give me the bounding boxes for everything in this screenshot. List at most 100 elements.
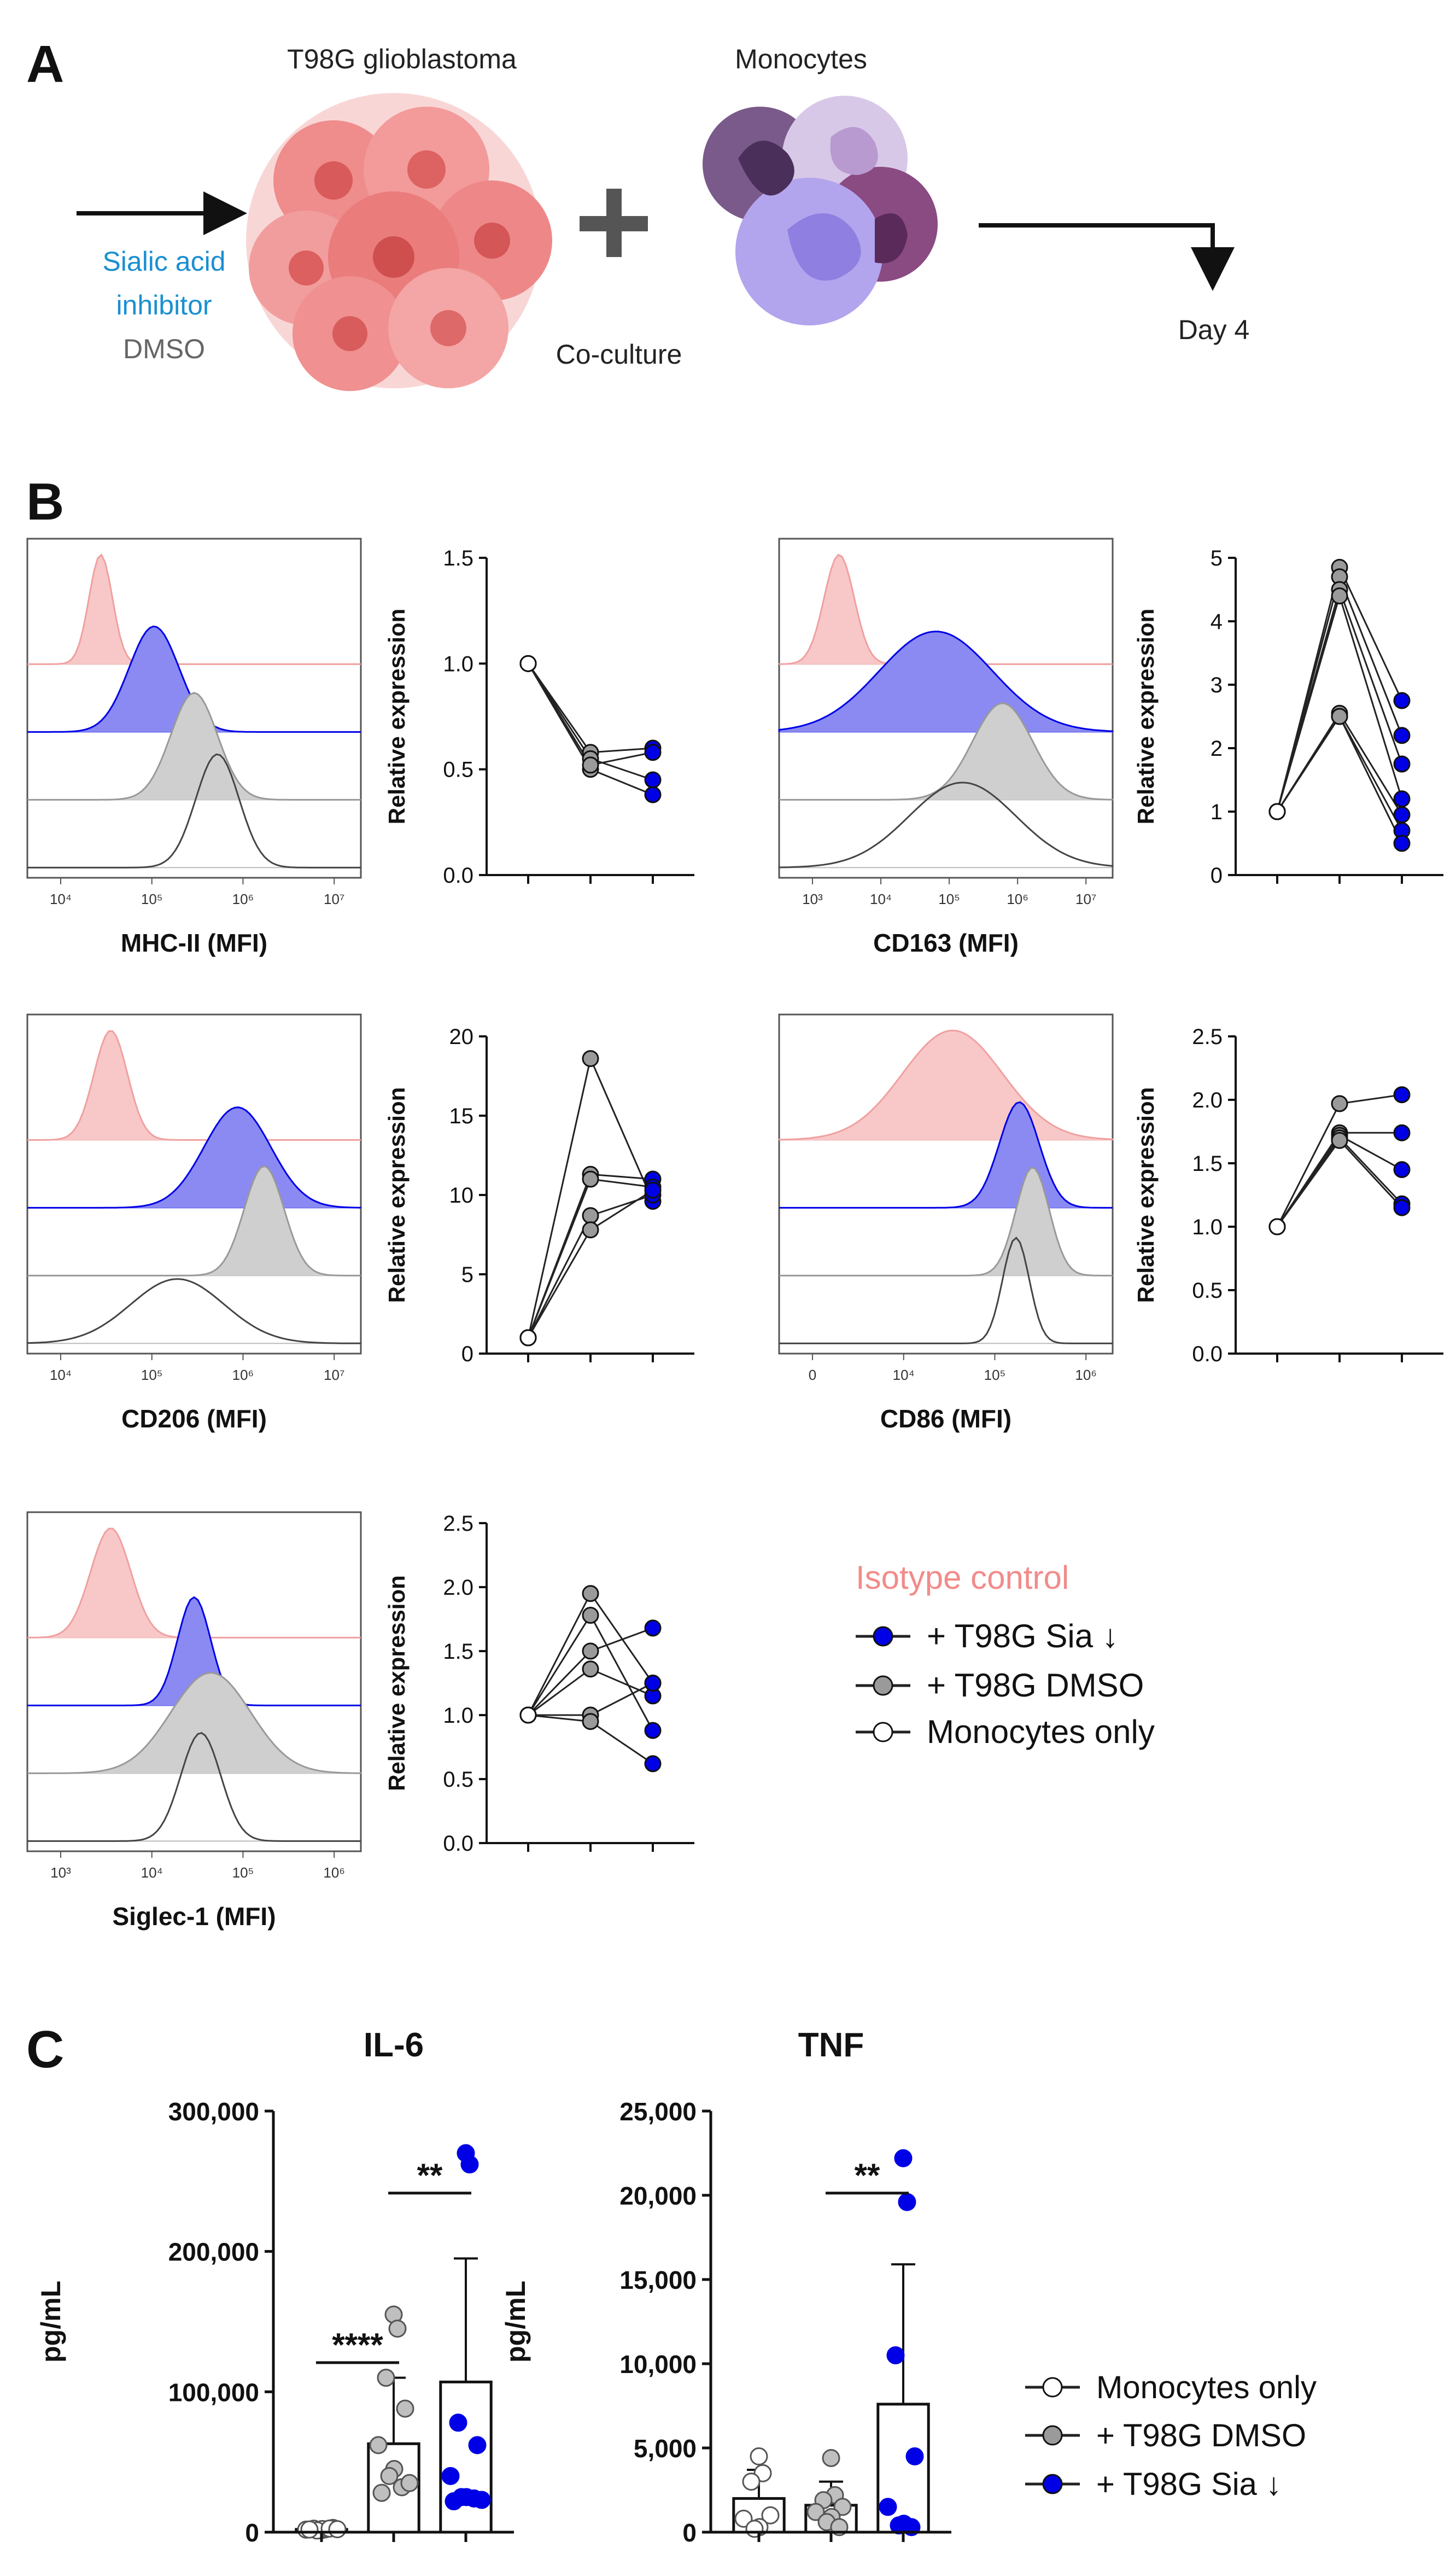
panel-c-label: C: [26, 2020, 64, 2079]
y-tick-label: 0.5: [443, 758, 473, 782]
sia-histogram: [27, 1106, 362, 1209]
dmso-histogram: [27, 692, 361, 801]
donor-point: [1393, 1124, 1411, 1141]
donor-point: [1331, 1132, 1348, 1149]
donor-line: [1276, 574, 1403, 812]
histogram-axis-label: CD206 (MFI): [121, 1404, 267, 1433]
legend-dmso-dot: [873, 1675, 893, 1696]
y-tick-label: 0.0: [1192, 1342, 1223, 1366]
panel-b-legend: Isotype control + T98G Sia ↓ + T98G DMSO…: [856, 1559, 1155, 1750]
treatment-line-3: DMSO: [123, 334, 205, 364]
donor-point: [582, 1207, 599, 1225]
donor-point: [582, 1660, 599, 1678]
donor-point: [1268, 803, 1286, 820]
donor-point: [1268, 1218, 1286, 1235]
donor-point: [1393, 755, 1411, 773]
y-axis-label: pg/mL: [500, 2281, 531, 2363]
donor-line: [1276, 1136, 1403, 1227]
donor-point: [519, 655, 537, 672]
sample-point: [445, 2492, 463, 2511]
donor-point: [582, 1585, 599, 1602]
donor-line: [527, 1056, 654, 1338]
day-arrow: [979, 223, 1235, 291]
flow-panel-cd86: 0 10⁴ 10⁵ 10⁶ CD86 (MFI) 0.0 0.5 1.0 1.5 2.0 2.5 Re…: [778, 1013, 1443, 1433]
y-tick-label: 1.5: [443, 546, 473, 570]
donor-point: [582, 1606, 599, 1624]
sample-point: [822, 2448, 840, 2467]
coculture-label: Co-culture: [556, 339, 682, 370]
histogram-tick-label: 10⁴: [893, 1367, 915, 1383]
donor-point: [1331, 1095, 1348, 1112]
histogram-tick-label: 10⁶: [323, 1864, 345, 1881]
isotype-histogram: [27, 1030, 361, 1141]
legend-c-sia-text: + T98G Sia ↓: [1096, 2467, 1282, 2502]
plus-icon: [580, 189, 648, 257]
y-axis-label: Relative expression: [384, 1575, 410, 1791]
sample-point: [750, 2447, 768, 2465]
sample-point: [468, 2436, 487, 2455]
donor-point: [582, 1221, 599, 1239]
sample-point: [806, 2503, 825, 2521]
y-tick-label: 2: [1211, 737, 1223, 761]
donor-point: [644, 771, 662, 789]
sample-point: [328, 2520, 347, 2539]
histogram-tick-label: 10⁵: [232, 1864, 254, 1881]
donor-line: [1276, 715, 1403, 831]
donor-point: [1393, 727, 1411, 744]
tumor-label: T98G glioblastoma: [287, 44, 517, 74]
sample-point: [377, 2369, 395, 2387]
histogram-tick-label: 10⁵: [141, 891, 163, 907]
tnf-bar-chart: TNF 0 5,000 10,000 15,000 20,000 25,000 pg/mL **: [500, 2026, 951, 2547]
histogram-tick-label: 10⁵: [938, 891, 960, 907]
y-tick-label: 20,000: [619, 2182, 697, 2210]
y-tick-label: 1.0: [443, 652, 473, 676]
monocytes-label: Monocytes: [735, 44, 867, 74]
histogram-tick-label: 10⁴: [50, 1367, 72, 1383]
y-tick-label: 15: [449, 1104, 474, 1128]
y-tick-label: 0.5: [1192, 1279, 1223, 1303]
y-tick-label: 15,000: [619, 2266, 697, 2294]
y-tick-label: 100,000: [168, 2378, 259, 2406]
donor-point: [644, 1181, 662, 1199]
significance-label: ****: [332, 2327, 383, 2363]
panel-b-plots: 10⁴ 10⁵ 10⁶ 10⁷ MHC-II (MFI) 0.0 0.5 1.0 1.5 Rela…: [26, 538, 1443, 1931]
y-tick-label: 20: [449, 1025, 474, 1049]
y-tick-label: 2.0: [1192, 1088, 1223, 1112]
histogram-axis-label: MHC-II (MFI): [121, 929, 267, 957]
y-tick-label: 25,000: [619, 2097, 697, 2126]
y-tick-label: 1.0: [443, 1704, 473, 1728]
flow-panel-mhc-ii: 10⁴ 10⁵ 10⁶ 10⁷ MHC-II (MFI) 0.0 0.5 1.0 1.5 Rela…: [26, 538, 694, 957]
donor-point: [1393, 806, 1411, 824]
legend-dmso-text: + T98G DMSO: [927, 1667, 1144, 1704]
sample-point: [372, 2483, 391, 2502]
day-label: Day 4: [1178, 314, 1250, 345]
dmso-histogram: [27, 1165, 361, 1276]
donor-line: [1276, 587, 1403, 812]
monocyte-histogram: [26, 1278, 362, 1344]
histogram-tick-label: 10⁶: [232, 891, 254, 907]
monocyte-histogram: [27, 753, 361, 868]
panel-a-label: A: [26, 35, 64, 94]
y-axis-label: Relative expression: [1133, 609, 1159, 825]
histogram-tick-label: 10⁵: [141, 1367, 163, 1383]
y-tick-label: 2.5: [443, 1512, 473, 1536]
histogram-tick-label: 10⁶: [232, 1367, 254, 1383]
sample-point: [833, 2498, 852, 2516]
histogram-tick-label: 10⁷: [324, 891, 344, 907]
sample-point: [734, 2509, 753, 2528]
donor-point: [1393, 1161, 1411, 1179]
y-tick-label: 200,000: [168, 2238, 259, 2266]
flow-panel-cd206: 10⁴ 10⁵ 10⁶ 10⁷ CD206 (MFI) 0 5 10 15 20 Relative …: [26, 1013, 694, 1433]
histogram-tick-label: 10⁴: [141, 1864, 163, 1881]
legend-sia-text: + T98G Sia ↓: [927, 1618, 1119, 1654]
donor-point: [644, 1722, 662, 1739]
monocyte-histogram: [778, 782, 1114, 868]
flow-panel-cd163: 10³ 10⁴ 10⁵ 10⁶ 10⁷ CD163 (MFI) 0 1 2 3 4 5 Relative…: [778, 538, 1443, 957]
significance-label: **: [417, 2157, 443, 2194]
significance-label: **: [855, 2157, 880, 2194]
y-axis-label: pg/mL: [36, 2281, 66, 2363]
donor-point: [644, 1755, 662, 1773]
histogram-tick-label: 10³: [802, 891, 823, 907]
sample-point: [742, 2473, 761, 2491]
sample-point: [369, 2436, 388, 2455]
